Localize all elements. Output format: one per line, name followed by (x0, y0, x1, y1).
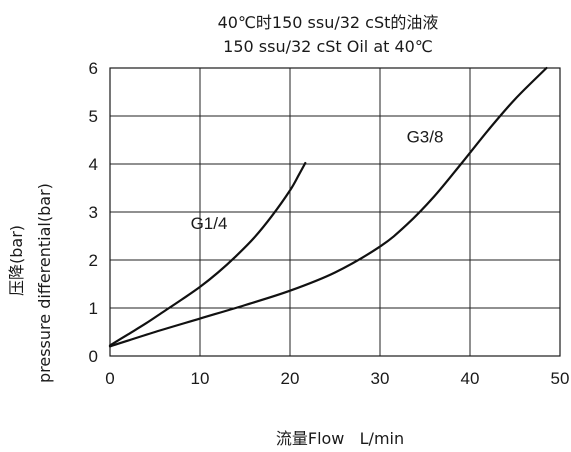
y-axis-ticks: 0 1 2 3 4 5 6 (89, 59, 98, 366)
y-tick-label-5: 5 (89, 107, 98, 126)
grid (110, 68, 560, 356)
series-labels: G1/4 G3/8 (191, 127, 444, 232)
y-tick-label-0: 0 (89, 347, 98, 366)
chart-title: 40℃时150 ssu/32 cSt的油液 (218, 13, 439, 32)
chart-subtitle: 150 ssu/32 cSt Oil at 40℃ (223, 37, 433, 56)
series-label-g3-8: G3/8 (407, 127, 444, 146)
y-axis-title-en: pressure differential(bar) (35, 183, 54, 383)
series-line-g3-8 (108, 66, 548, 348)
y-tick-label-1: 1 (89, 299, 98, 318)
x-tick-label-10: 10 (191, 369, 210, 388)
x-tick-label-20: 20 (281, 369, 300, 388)
y-tick-label-2: 2 (89, 251, 98, 270)
x-axis-title: 流量Flow L/min (276, 429, 404, 448)
x-tick-label-30: 30 (371, 369, 390, 388)
series-label-g1-4: G1/4 (191, 214, 228, 233)
x-tick-label-40: 40 (461, 369, 480, 388)
y-tick-label-6: 6 (89, 59, 98, 78)
y-tick-label-3: 3 (89, 203, 98, 222)
x-axis-ticks: 0 10 20 30 40 50 (105, 369, 569, 388)
y-tick-label-4: 4 (89, 155, 98, 174)
curves (108, 66, 548, 348)
plot-frame (109, 67, 561, 357)
x-tick-label-50: 50 (551, 369, 570, 388)
y-axis-title-cn: 压降(bar) (7, 225, 26, 296)
series-line-g1-4 (108, 161, 307, 347)
x-tick-label-0: 0 (105, 369, 114, 388)
